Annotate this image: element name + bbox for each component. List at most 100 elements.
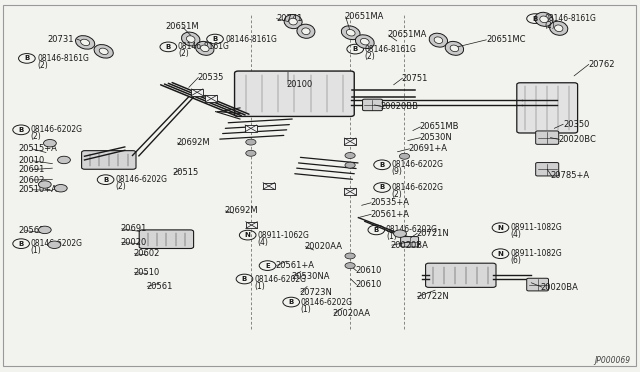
Text: 20510: 20510 [133,268,159,277]
Ellipse shape [289,18,298,25]
Text: B: B [380,162,385,168]
Text: 20561: 20561 [146,282,172,291]
Text: 08146-8161G: 08146-8161G [178,42,230,51]
Text: 08146-6202G: 08146-6202G [115,175,167,184]
FancyBboxPatch shape [362,99,383,111]
Text: 20602: 20602 [18,176,44,185]
Ellipse shape [297,24,315,38]
Circle shape [54,185,67,192]
Text: (6): (6) [510,256,521,265]
Text: 20515: 20515 [173,169,199,177]
Ellipse shape [355,35,374,48]
Ellipse shape [301,28,310,35]
Text: 20731: 20731 [47,35,74,44]
Ellipse shape [429,33,447,47]
Text: 08911-1062G: 08911-1062G [257,231,309,240]
Text: 20010: 20010 [18,156,44,165]
Text: 20651MA: 20651MA [344,12,384,21]
Text: 20751: 20751 [401,74,428,83]
Text: 20561+A: 20561+A [370,210,409,219]
Bar [246,222,257,228]
Ellipse shape [554,25,563,32]
FancyBboxPatch shape [401,237,419,247]
Circle shape [48,241,61,248]
Text: 08146-6202G: 08146-6202G [392,160,444,169]
Text: N: N [497,251,504,257]
Text: 08146-6202G: 08146-6202G [31,239,83,248]
Text: 20515+A: 20515+A [18,144,57,153]
Ellipse shape [360,38,369,45]
Text: (2): (2) [115,182,126,191]
FancyBboxPatch shape [527,278,548,291]
FancyBboxPatch shape [426,263,496,287]
Text: 20530N: 20530N [419,133,452,142]
FancyBboxPatch shape [536,131,559,144]
Text: 20020BA: 20020BA [541,283,579,292]
Text: (1): (1) [386,232,397,241]
Ellipse shape [196,41,214,55]
Circle shape [246,150,256,156]
Text: (4): (4) [257,238,268,247]
Circle shape [399,153,410,159]
Text: 20691+A: 20691+A [408,144,447,153]
Ellipse shape [81,39,90,46]
Ellipse shape [94,45,113,58]
Bar [344,138,356,145]
Text: 08911-1082G: 08911-1082G [510,223,562,232]
Text: 20651MA: 20651MA [387,31,427,39]
Text: 20741: 20741 [276,14,303,23]
Text: 20020: 20020 [120,238,147,247]
Text: B: B [212,36,218,42]
Text: 08146-8161G: 08146-8161G [365,45,417,54]
Text: 20785+A: 20785+A [550,171,589,180]
Text: B: B [532,16,538,22]
Text: 08146-6202G: 08146-6202G [31,125,83,134]
Text: 08146-8161G: 08146-8161G [545,14,596,23]
Circle shape [44,140,56,147]
Ellipse shape [76,36,95,49]
Text: 20100: 20100 [287,80,313,89]
Text: (2): (2) [392,190,403,199]
Text: B: B [380,185,385,190]
Text: 20561: 20561 [18,226,44,235]
Ellipse shape [434,37,443,44]
Text: 20610: 20610 [355,280,381,289]
Circle shape [38,181,51,188]
Bar [191,89,203,96]
FancyBboxPatch shape [536,163,559,176]
Text: 20510+A: 20510+A [18,185,57,194]
Text: JP000069: JP000069 [595,356,630,365]
Ellipse shape [550,21,568,35]
Bar [245,125,257,132]
Text: 20020AA: 20020AA [333,309,371,318]
Text: 20692M: 20692M [224,206,258,215]
Text: 20020BB: 20020BB [381,102,419,111]
Text: B: B [242,276,247,282]
Circle shape [345,253,355,259]
Text: (1): (1) [301,305,312,314]
Ellipse shape [535,12,553,26]
FancyBboxPatch shape [517,83,578,133]
Text: (4): (4) [510,230,521,239]
Text: (1): (1) [31,246,42,255]
Text: 20651MC: 20651MC [486,35,526,44]
Text: 20020BA: 20020BA [390,241,428,250]
Text: B: B [19,241,24,247]
Bar [205,95,217,102]
FancyBboxPatch shape [82,151,136,169]
Circle shape [345,162,355,168]
Text: B: B [166,44,171,50]
Text: 08146-6202G: 08146-6202G [254,275,306,283]
Ellipse shape [186,36,195,42]
Text: (2): (2) [178,49,189,58]
Bar [263,183,275,189]
Circle shape [246,139,256,145]
Text: 20020AA: 20020AA [304,242,342,251]
Ellipse shape [284,15,302,29]
Text: (2): (2) [31,132,42,141]
Text: 20535: 20535 [197,73,223,82]
Circle shape [345,153,355,158]
FancyBboxPatch shape [140,230,193,248]
Text: 20020BC: 20020BC [558,135,596,144]
Text: B: B [19,127,24,133]
